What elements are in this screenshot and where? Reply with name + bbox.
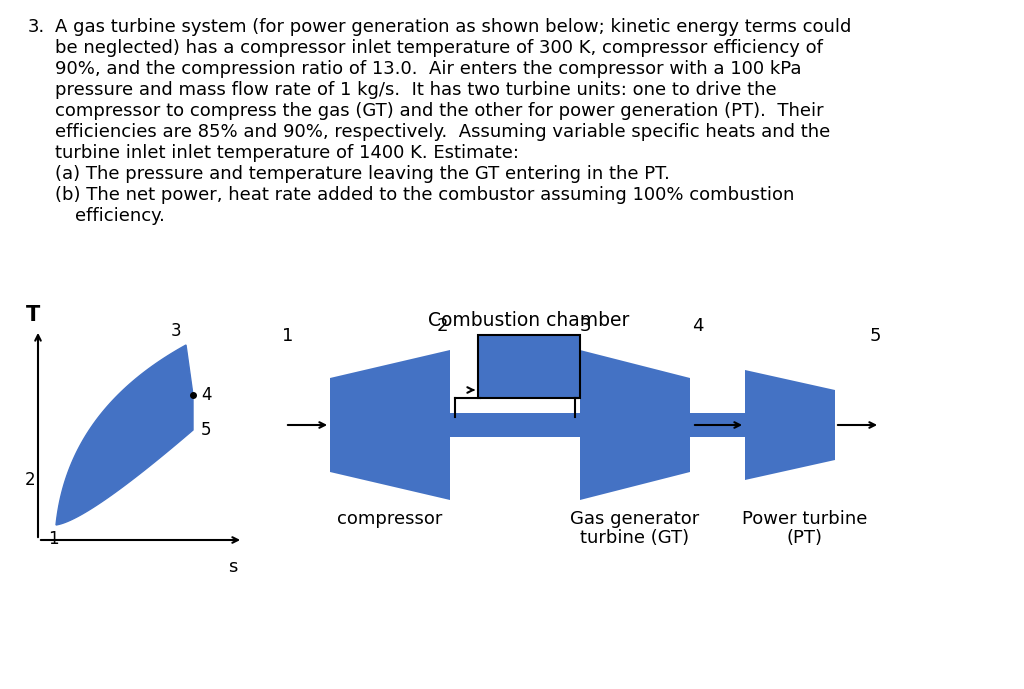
Polygon shape <box>580 350 690 500</box>
Polygon shape <box>56 345 193 525</box>
Text: 3: 3 <box>170 322 181 340</box>
Text: be neglected) has a compressor inlet temperature of 300 K, compressor efficiency: be neglected) has a compressor inlet tem… <box>55 39 823 57</box>
Text: (b) The net power, heat rate added to the combustor assuming 100% combustion: (b) The net power, heat rate added to th… <box>55 186 795 204</box>
Text: 5: 5 <box>201 421 212 439</box>
Text: s: s <box>228 558 238 576</box>
Text: (PT): (PT) <box>787 529 823 547</box>
Text: T: T <box>26 305 40 325</box>
Text: 1: 1 <box>283 327 294 345</box>
Text: 2: 2 <box>25 471 35 489</box>
Bar <box>690 413 745 437</box>
Text: 3: 3 <box>580 317 591 335</box>
Text: Gas generator: Gas generator <box>570 510 699 528</box>
Text: 2: 2 <box>436 317 447 335</box>
Text: 90%, and the compression ratio of 13.0.  Air enters the compressor with a 100 kP: 90%, and the compression ratio of 13.0. … <box>55 60 802 78</box>
Polygon shape <box>330 350 450 500</box>
Text: 3.: 3. <box>28 18 45 36</box>
Text: efficiency.: efficiency. <box>75 207 165 225</box>
Text: (a) The pressure and temperature leaving the GT entering in the PT.: (a) The pressure and temperature leaving… <box>55 165 670 183</box>
Text: compressor to compress the gas (GT) and the other for power generation (PT).  Th: compressor to compress the gas (GT) and … <box>55 102 823 120</box>
Text: turbine inlet inlet temperature of 1400 K. Estimate:: turbine inlet inlet temperature of 1400 … <box>55 144 519 162</box>
Text: A gas turbine system (for power generation as shown below; kinetic energy terms : A gas turbine system (for power generati… <box>55 18 851 36</box>
Text: pressure and mass flow rate of 1 kg/s.  It has two turbine units: one to drive t: pressure and mass flow rate of 1 kg/s. I… <box>55 81 776 99</box>
Text: efficiencies are 85% and 90%, respectively.  Assuming variable specific heats an: efficiencies are 85% and 90%, respective… <box>55 123 830 141</box>
Text: 4: 4 <box>692 317 703 335</box>
Text: Power turbine: Power turbine <box>742 510 867 528</box>
Text: compressor: compressor <box>337 510 442 528</box>
Bar <box>478 335 580 398</box>
Text: Combustion chamber: Combustion chamber <box>428 311 630 330</box>
Bar <box>450 413 580 437</box>
Text: 4: 4 <box>201 386 212 404</box>
Text: 1: 1 <box>48 530 58 548</box>
Text: 5: 5 <box>869 327 881 345</box>
Text: turbine (GT): turbine (GT) <box>581 529 689 547</box>
Polygon shape <box>745 370 835 480</box>
